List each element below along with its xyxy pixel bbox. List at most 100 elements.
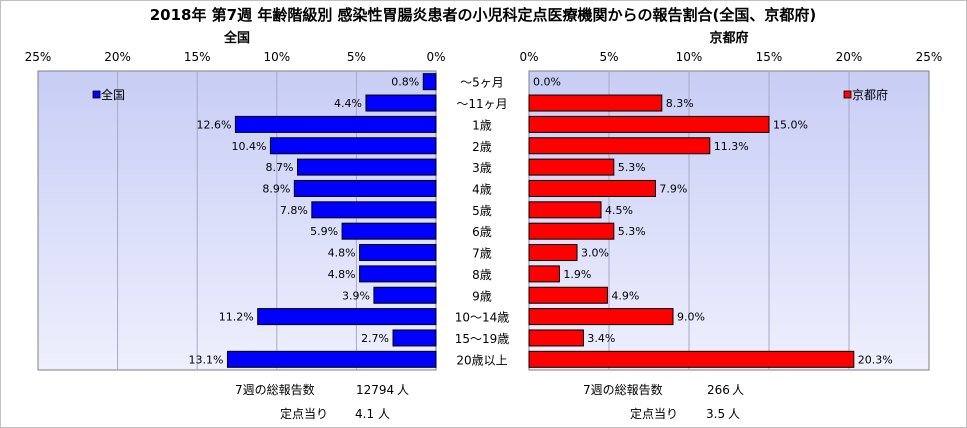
category-label: 4歳: [472, 182, 492, 196]
bar: [528, 244, 578, 262]
data-label: 0.0%: [533, 76, 561, 89]
plot-area: [37, 70, 437, 371]
data-label: 4.8%: [328, 268, 356, 281]
category-label: 15～19歳: [455, 332, 510, 346]
category-label: 1歳: [472, 118, 492, 132]
data-label: 8.3%: [666, 97, 694, 110]
legend-swatch: [92, 90, 101, 99]
tick-label: 15%: [184, 50, 211, 64]
bar: [528, 137, 711, 155]
data-label: 10.4%: [231, 140, 266, 153]
footer-right-total-label: 7週の総報告数: [583, 382, 663, 397]
data-label: 8.7%: [266, 161, 294, 174]
bar: [528, 265, 560, 283]
data-label: 13.1%: [188, 353, 223, 366]
footer-left-total-value: 12794: [356, 383, 394, 397]
footer-left: 7週の総報告数 12794 人 定点当り 4.1 人: [235, 382, 409, 421]
bar: [528, 158, 615, 176]
category-label: ～5ヶ月: [460, 76, 504, 90]
category-label: 7歳: [472, 247, 492, 261]
left-panel: 0% 5% 10% 15% 20% 25% 全国 0.8% 4.4% 12.6%10.4%8.7%…: [25, 30, 446, 371]
bar: [257, 308, 437, 326]
data-label: 4.4%: [334, 97, 362, 110]
bar: [528, 115, 770, 133]
data-label: 7.8%: [280, 204, 308, 217]
data-label: 20.3%: [858, 353, 893, 366]
bar: [422, 73, 437, 91]
data-label: 8.9%: [262, 182, 290, 195]
bar: [296, 158, 437, 176]
data-label: 9.0%: [677, 311, 705, 324]
data-label: 4.9%: [611, 289, 639, 302]
right-panel: 0% 5% 10% 15% 20% 25% 京都府 0.0% 8.3% 15.0% 11.3% 5.3…: [519, 30, 943, 371]
tick-label: 20%: [104, 50, 131, 64]
bar: [528, 222, 615, 240]
data-label: 3.0%: [581, 247, 609, 260]
legend-label: 京都府: [852, 87, 888, 102]
tick-label: 10%: [263, 50, 290, 64]
category-label: 2歳: [472, 140, 492, 154]
bar: [528, 201, 602, 219]
bar: [392, 329, 437, 347]
tick-label: 25%: [25, 50, 52, 64]
data-label: 5.3%: [618, 225, 646, 238]
bar: [528, 329, 584, 347]
tick-label: 5%: [347, 50, 366, 64]
chart-title: 2018年 第7週 年齢階級別 感染性胃腸炎患者の小児科定点医療機関からの報告割…: [150, 6, 817, 24]
category-label: ～11ヶ月: [456, 97, 507, 111]
tick-label: 0%: [519, 50, 538, 64]
footer-right-total-unit: 人: [732, 383, 744, 397]
bar: [528, 94, 663, 112]
tick-label: 25%: [916, 50, 943, 64]
bar: [528, 286, 608, 304]
data-label: 5.9%: [310, 225, 338, 238]
footer-left-total-label: 7週の総報告数: [235, 382, 315, 397]
bar: [341, 222, 437, 240]
bar: [373, 286, 437, 304]
category-label: 10～14歳: [455, 311, 510, 325]
bar: [528, 308, 674, 326]
data-label: 11.2%: [219, 311, 254, 324]
footer-right-per-value: 3.5: [706, 407, 725, 421]
data-label: 5.3%: [618, 161, 646, 174]
bar: [528, 350, 855, 368]
tick-label: 10%: [676, 50, 703, 64]
bar: [359, 265, 437, 283]
footer-right: 7週の総報告数 266 人 定点当り 3.5 人: [583, 382, 744, 421]
bar: [226, 350, 437, 368]
data-label: 4.5%: [605, 204, 633, 217]
footer-right-per-unit: 人: [728, 407, 740, 421]
category-label: 6歳: [472, 225, 492, 239]
data-label: 11.3%: [714, 140, 749, 153]
tick-label: 20%: [836, 50, 863, 64]
bar: [359, 244, 437, 262]
data-label: 4.8%: [328, 247, 356, 260]
tick-label: 15%: [756, 50, 783, 64]
data-label: 7.9%: [659, 182, 687, 195]
panel-title: 全国: [223, 30, 250, 46]
data-label: 3.9%: [342, 289, 370, 302]
category-label: 5歳: [472, 204, 492, 218]
footer-left-per-label: 定点当り: [280, 406, 328, 421]
panel-title: 京都府: [709, 30, 748, 46]
footer-left-per-unit: 人: [378, 407, 390, 421]
data-label: 2.7%: [361, 332, 389, 345]
legend-label: 全国: [101, 87, 125, 102]
category-label: 3歳: [472, 161, 492, 175]
bar: [269, 137, 437, 155]
bar: [365, 94, 437, 112]
footer-right-per-label: 定点当り: [630, 406, 678, 421]
legend-swatch: [843, 90, 852, 99]
data-label: 1.9%: [563, 268, 591, 281]
tick-label: 0%: [426, 50, 445, 64]
bar: [528, 179, 656, 197]
data-label: 3.4%: [587, 332, 615, 345]
category-labels: ～5ヶ月 ～11ヶ月 1歳 2歳 3歳 4歳 5歳 6歳 7歳 8歳 9歳 10～14歳 15～19歳 2…: [455, 76, 510, 368]
plot-area: [528, 70, 930, 371]
bar: [293, 179, 437, 197]
category-label: 8歳: [472, 268, 492, 282]
category-label: 20歳以上: [456, 353, 507, 367]
data-label: 0.8%: [391, 76, 419, 89]
footer-left-per-value: 4.1: [355, 407, 374, 421]
category-label: 9歳: [472, 289, 492, 303]
